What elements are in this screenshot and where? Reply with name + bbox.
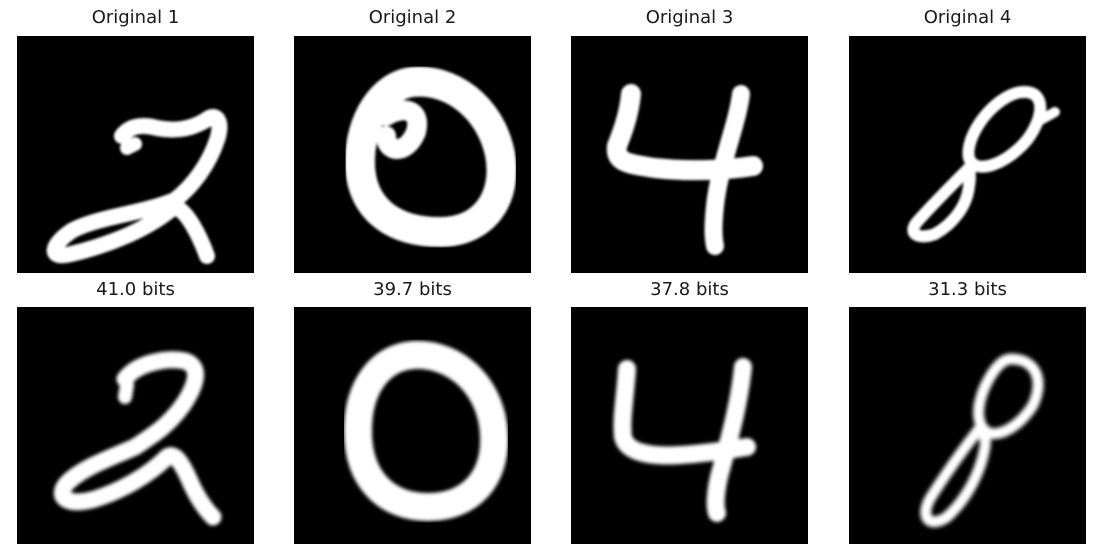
reconstruction-4-digit-8 — [920, 353, 1044, 528]
reconstruction-4-image — [849, 307, 1086, 544]
original-1-title: Original 1 — [91, 7, 180, 28]
original-3-title: Original 3 — [645, 7, 734, 28]
original-2-image — [294, 36, 531, 273]
original-1-image — [17, 36, 254, 273]
original-2-digit-0 — [345, 66, 517, 247]
reconstruction-1-image — [17, 307, 254, 544]
reconstruction-3-digit-4 — [613, 358, 756, 522]
original-2-title: Original 2 — [368, 7, 457, 28]
original-1-digit-2 — [46, 109, 228, 264]
original-3-image — [571, 36, 808, 273]
reconstruction-2-digit-0 — [344, 340, 509, 521]
original-4-title: Original 4 — [923, 7, 1012, 28]
original-4-image — [849, 36, 1086, 273]
reconstruction-2-title: 39.7 bits — [373, 279, 452, 300]
original-4-digit-8 — [907, 86, 1060, 243]
reconstruction-1-title: 41.0 bits — [96, 279, 175, 300]
reconstruction-3-image — [571, 307, 808, 544]
reconstruction-4-title: 31.3 bits — [928, 279, 1007, 300]
reconstruction-2-image — [294, 307, 531, 544]
reconstruction-3-title: 37.8 bits — [650, 279, 729, 300]
reconstruction-1-digit-2 — [54, 351, 222, 526]
original-3-digit-4 — [606, 84, 763, 255]
